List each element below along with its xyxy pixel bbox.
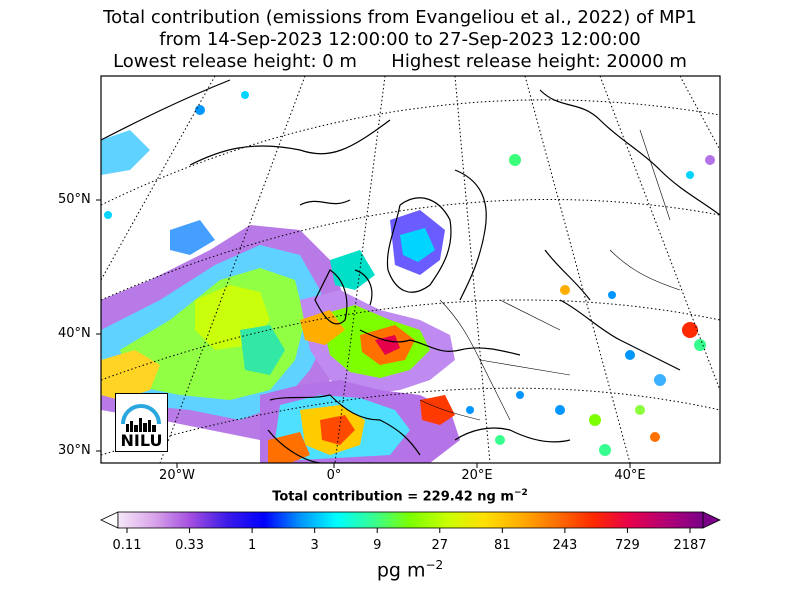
colorbar-tick-label: 3 [310, 538, 319, 553]
colorbar-tick-label: 1 [247, 538, 257, 553]
colorbar-tick-label: 0.11 [112, 538, 142, 553]
colorbar-unit-exponent: −2 [425, 558, 444, 572]
nilu-logo-text: NILU [120, 431, 163, 450]
total-contribution-text: Total contribution = 229.42 ng m [272, 489, 514, 505]
colorbar-tick-label: 0.33 [175, 538, 205, 553]
colorbar-bar [117, 511, 704, 529]
colorbar-tick-label: 9 [373, 538, 382, 553]
chart-title-line-3: Lowest release height: 0 m Highest relea… [113, 51, 687, 72]
lon-label-20e: 20°E [461, 468, 493, 483]
colorbar-tick-label: 243 [552, 538, 578, 553]
borders [419, 129, 681, 421]
colorbar [100, 511, 721, 533]
coastlines [101, 79, 720, 463]
nilu-logo-graphic [121, 404, 161, 432]
lat-label-50n: 50°N [58, 192, 91, 207]
plume-spots [104, 91, 715, 456]
colorbar-extend-high [702, 511, 721, 529]
total-contribution-exponent: −2 [513, 488, 528, 498]
total-contribution-label: Total contribution = 229.42 ng m−2 [0, 488, 800, 504]
colorbar-tick-label: 27 [431, 538, 449, 553]
graticule [101, 76, 720, 463]
lon-label-40e: 40°E [614, 468, 646, 483]
plume-field-north-sea [300, 210, 455, 395]
colorbar-unit-text: pg m [376, 559, 426, 582]
colorbar-tick-label: 81 [494, 538, 511, 553]
lon-label-20w: 20°W [159, 468, 195, 483]
nilu-logo: NILU [115, 393, 168, 452]
axis-ticks [96, 199, 631, 468]
chart-title-line-2: from 14-Sep-2023 12:00:00 to 27-Sep-2023… [159, 29, 641, 50]
chart-title-line-1: Total contribution (emissions from Evang… [103, 7, 697, 28]
map-frame [100, 75, 721, 464]
lat-label-30n: 30°N [58, 443, 91, 458]
colorbar-tick-label: 729 [615, 538, 640, 553]
colorbar-unit-label: pg m−2 [0, 558, 800, 581]
lon-label-0: 0° [326, 468, 342, 483]
colorbar-extend-low [100, 511, 119, 529]
lat-label-40n: 40°N [58, 326, 91, 341]
colorbar-tick-label: 2187 [673, 538, 707, 553]
